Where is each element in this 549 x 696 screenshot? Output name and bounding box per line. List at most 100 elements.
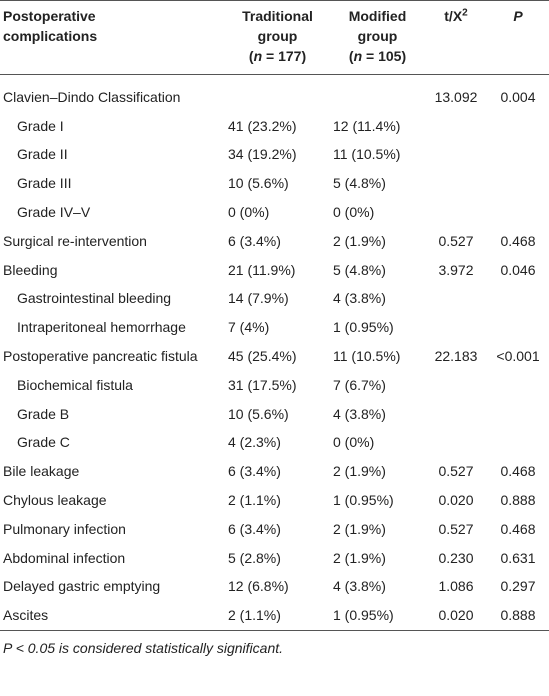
table-cell: 0.527 — [438, 520, 474, 537]
table-cell — [487, 169, 549, 198]
table-cell — [487, 285, 549, 314]
table-cell: 1 (0.95%) — [333, 492, 394, 509]
table-row: Abdominal infection 5 (2.8%) 2 (1.9%) 0.230… — [0, 544, 549, 573]
header-text: group — [257, 28, 298, 44]
row-label: Grade II — [17, 146, 68, 163]
table-cell: <0.001 — [496, 348, 540, 365]
table-cell: 5 (2.8%) — [228, 549, 281, 566]
table-cell: 4 (3.8%) — [333, 290, 386, 307]
table-cell — [487, 371, 549, 400]
table-cell: 12 (11.4%) — [333, 117, 401, 134]
table-cell — [425, 141, 487, 170]
table-cell: 1.086 — [438, 578, 474, 595]
table-row: Grade III 10 (5.6%) 5 (4.8%) — [0, 169, 549, 198]
table-row: Postoperative pancreatic fistula 45 (25.4… — [0, 342, 549, 371]
table-cell: 0.631 — [500, 549, 536, 566]
table-cell: 4 (3.8%) — [333, 405, 386, 422]
row-label: Chylous leakage — [3, 492, 107, 509]
table-cell: 2 (1.9%) — [333, 549, 386, 566]
row-label: Bleeding — [3, 261, 58, 278]
table-row: Chylous leakage 2 (1.1%) 1 (0.95%) 0.020 0.8… — [0, 486, 549, 515]
table-body: Clavien–Dindo Classification 13.092 0.004 G… — [0, 75, 549, 631]
row-label: Pulmonary infection — [3, 520, 126, 537]
table-cell: 14 (7.9%) — [228, 290, 289, 307]
table-cell: 0.888 — [500, 492, 536, 509]
header-text: Traditional — [242, 8, 313, 24]
table-cell: 5 (4.8%) — [333, 261, 386, 278]
results-table: Postoperative complications Traditional gr… — [0, 0, 549, 632]
table-cell — [425, 371, 487, 400]
table-cell: 0.020 — [438, 607, 474, 624]
row-label: Postoperative pancreatic fistula — [3, 348, 198, 365]
table-row: Surgical re-intervention 6 (3.4%) 2 (1.9%)… — [0, 227, 549, 256]
table-cell: 0.527 — [438, 232, 474, 249]
header-text: Postoperative — [3, 8, 96, 24]
header-text: complications — [3, 28, 98, 44]
table-cell: 0 (0%) — [228, 204, 270, 221]
row-label: Biochemical fistula — [17, 376, 133, 393]
table-cell: 6 (3.4%) — [228, 463, 281, 480]
header-text: n — [253, 48, 263, 64]
table-cell — [225, 75, 330, 112]
table-cell: 0 (0%) — [333, 434, 375, 451]
header-text: = 177) — [262, 48, 307, 64]
table-cell: 11 (10.5%) — [333, 348, 401, 365]
table-row: Grade II 34 (19.2%) 11 (10.5%) — [0, 141, 549, 170]
row-label: Grade IV–V — [17, 204, 91, 221]
row-label: Abdominal infection — [3, 549, 126, 566]
table-cell: 2 (1.9%) — [333, 232, 386, 249]
table-cell — [487, 400, 549, 429]
table-cell: 13.092 — [434, 88, 478, 105]
row-label: Intraperitoneal hemorrhage — [17, 319, 186, 336]
table-cell — [487, 112, 549, 141]
row-label: Grade B — [17, 405, 70, 422]
table-cell: 0.888 — [500, 607, 536, 624]
table-cell — [425, 429, 487, 458]
header-superscript: 2 — [462, 7, 468, 19]
header-cell: Postoperative complications — [0, 0, 225, 75]
table-row: Delayed gastric emptying 12 (6.8%) 4 (3.8%… — [0, 573, 549, 602]
row-label: Surgical re-intervention — [3, 232, 147, 249]
table-cell: 4 (3.8%) — [333, 578, 386, 595]
table-cell: 5 (4.8%) — [333, 175, 386, 192]
header-row: Postoperative complications Traditional gr… — [0, 0, 549, 75]
table-row: Bile leakage 6 (3.4%) 2 (1.9%) 0.527 0.468 — [0, 457, 549, 486]
header-text: Modified — [348, 8, 407, 24]
table-cell: 11 (10.5%) — [333, 146, 401, 163]
header-text: t/X — [444, 8, 463, 24]
table-cell — [487, 313, 549, 342]
table-cell — [425, 112, 487, 141]
table-cell — [425, 313, 487, 342]
table-cell — [425, 169, 487, 198]
table-cell — [425, 285, 487, 314]
table-cell: 45 (25.4%) — [228, 348, 297, 365]
header-text: group — [357, 28, 398, 44]
table-cell: 22.183 — [434, 348, 478, 365]
table-cell: 4 (2.3%) — [228, 434, 281, 451]
row-label: Grade I — [17, 117, 64, 134]
row-label: Bile leakage — [3, 463, 80, 480]
table-row: Biochemical fistula 31 (17.5%) 7 (6.7%) — [0, 371, 549, 400]
table-cell: 34 (19.2%) — [228, 146, 297, 163]
header-text: n — [353, 48, 363, 64]
table-cell — [425, 198, 487, 227]
table-cell: 2 (1.1%) — [228, 492, 281, 509]
table-cell: 0.020 — [438, 492, 474, 509]
table-cell: 0.230 — [438, 549, 474, 566]
table-cell: 2 (1.9%) — [333, 463, 386, 480]
table-row: Pulmonary infection 6 (3.4%) 2 (1.9%) 0.527… — [0, 515, 549, 544]
table-cell: 2 (1.9%) — [333, 520, 386, 537]
table-cell: 0.468 — [500, 232, 536, 249]
table-cell: 0.527 — [438, 463, 474, 480]
table-cell: 0.468 — [500, 520, 536, 537]
row-label: Delayed gastric emptying — [3, 578, 161, 595]
table-cell: 6 (3.4%) — [228, 232, 281, 249]
header-cell: Modified group (n = 105) — [330, 0, 425, 75]
table-cell: 2 (1.1%) — [228, 607, 281, 624]
row-label: Ascites — [3, 607, 49, 624]
header-text: = 105) — [362, 48, 407, 64]
table-cell — [487, 141, 549, 170]
table-cell: 10 (5.6%) — [228, 405, 289, 422]
table-row: Grade IV–V 0 (0%) 0 (0%) — [0, 198, 549, 227]
